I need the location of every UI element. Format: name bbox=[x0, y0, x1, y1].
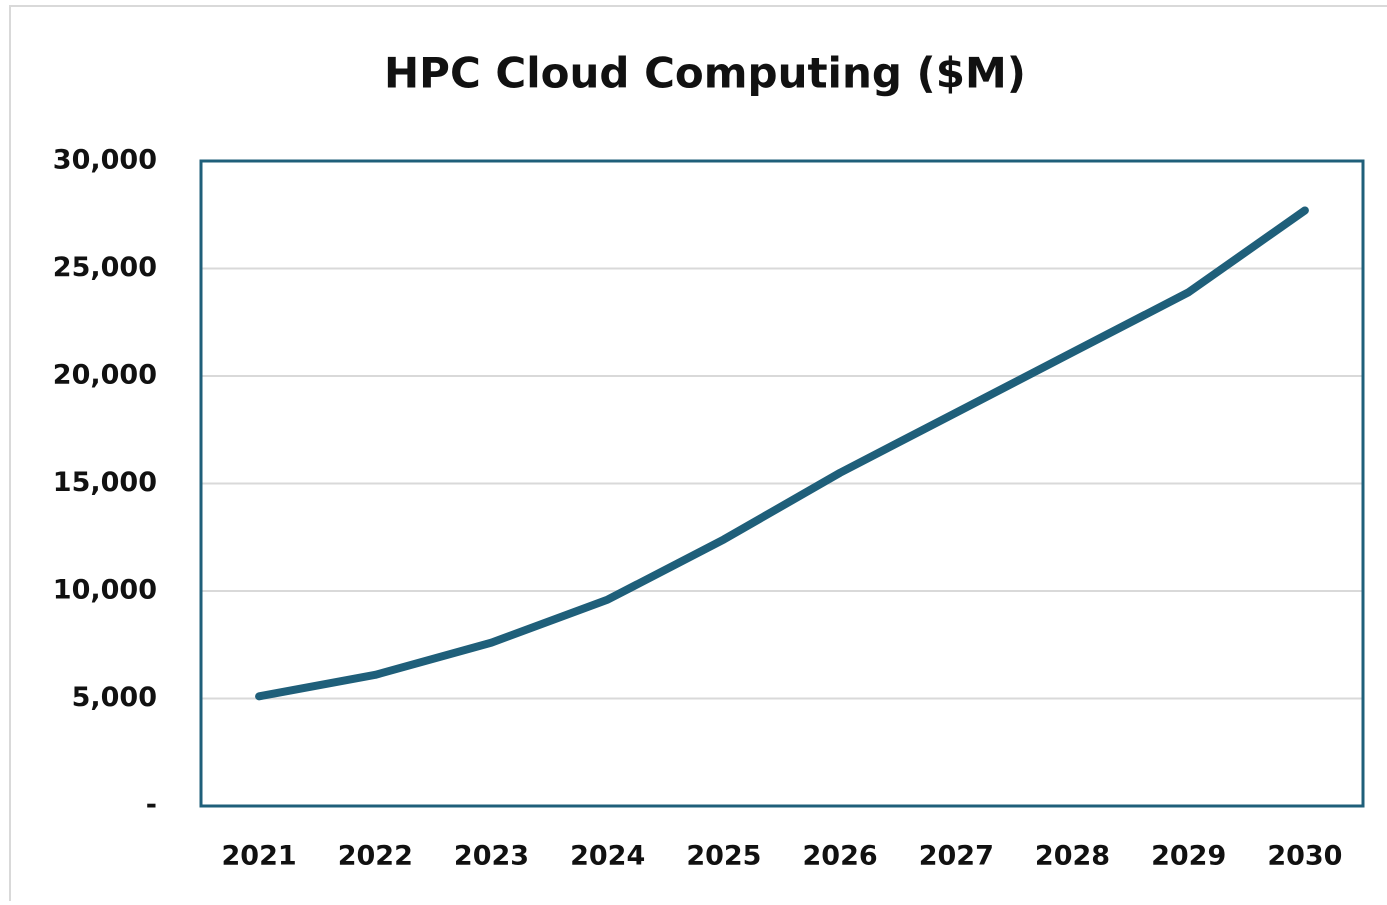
y-tick-label: 25,000 bbox=[53, 252, 157, 283]
x-tick-label: 2030 bbox=[1267, 841, 1342, 872]
y-tick-label: 20,000 bbox=[53, 360, 157, 391]
x-tick-label: 2026 bbox=[803, 841, 878, 872]
x-tick-label: 2028 bbox=[1035, 841, 1110, 872]
x-tick-label: 2029 bbox=[1151, 841, 1226, 872]
y-tick-label: 30,000 bbox=[53, 145, 157, 176]
x-tick-label: 2027 bbox=[919, 841, 994, 872]
line-series bbox=[255, 206, 1309, 701]
y-tick-label: 5,000 bbox=[72, 682, 157, 713]
chart-title: HPC Cloud Computing ($M) bbox=[384, 49, 1026, 98]
x-tick-label: 2021 bbox=[222, 841, 297, 872]
plot-border bbox=[199, 159, 1365, 808]
y-tick-label: 15,000 bbox=[53, 467, 157, 498]
x-tick-label: 2024 bbox=[570, 841, 645, 872]
y-tick-label: 10,000 bbox=[53, 575, 157, 606]
x-tick-label: 2025 bbox=[686, 841, 761, 872]
y-tick-label: - bbox=[146, 790, 157, 821]
chart-frame bbox=[9, 5, 1387, 905]
x-tick-label: 2022 bbox=[338, 841, 413, 872]
x-tick-label: 2023 bbox=[454, 841, 529, 872]
